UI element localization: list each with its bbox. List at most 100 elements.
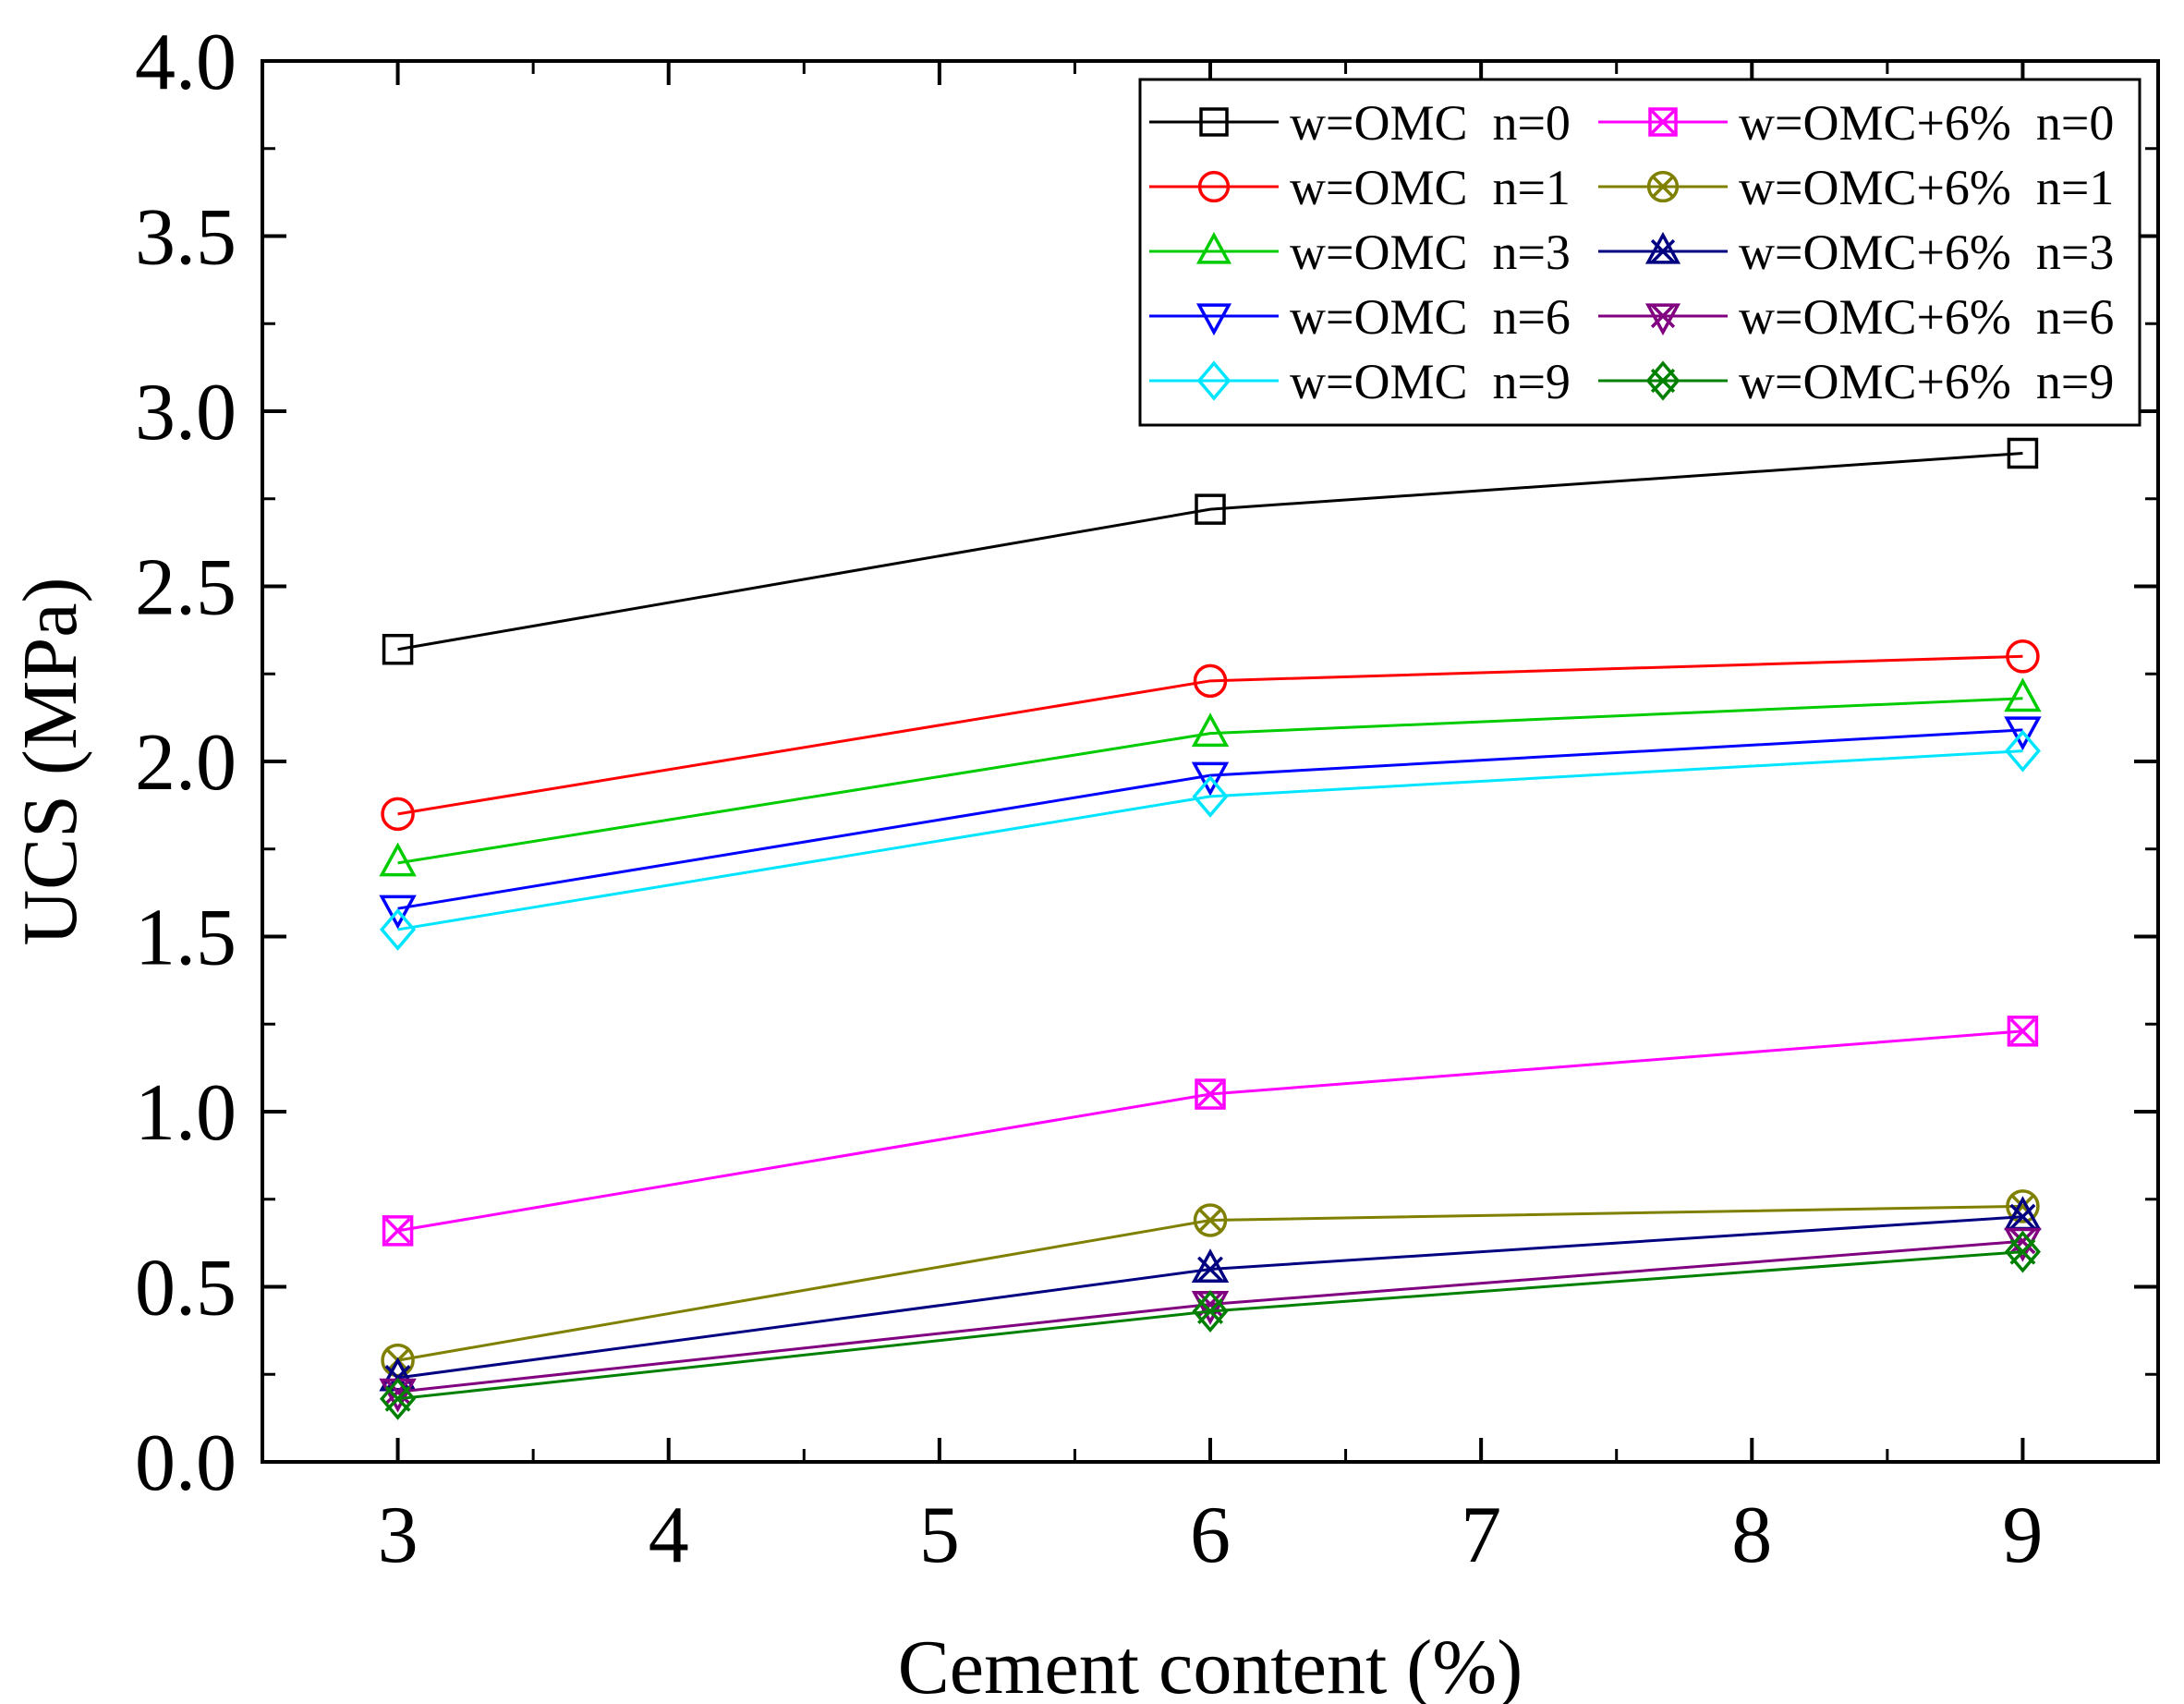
legend-item: w=OMC+6% n=9 [1598,354,2114,409]
marker-circle-x [1193,1203,1228,1237]
data-point [382,633,414,665]
marker-shape [380,1377,417,1420]
legend-item: w=OMC+6% n=6 [1598,289,2114,345]
legend-label: w=OMC+6% n=1 [1739,160,2114,215]
marker-diamond-x [1645,360,1680,401]
marker-triangle-up-x [2004,1196,2042,1231]
marker-shape [2004,729,2041,773]
data-point [1191,761,1230,797]
data-point [2004,716,2042,751]
marker-shape [2006,1189,2040,1223]
data-point [379,895,417,930]
marker-cross [384,1385,411,1412]
axis-ticks: 3 4 5 6 7 8 9 0.0 0.5 1.0 1.5 2.0 2.5 3.0 3.5 4.0 [135,18,2158,1580]
marker-cross [1650,109,1676,135]
marker-triangle-up [379,842,417,877]
marker-shape [381,797,415,832]
legend-label: w=OMC+6% n=3 [1739,225,2114,280]
marker-cross [1650,174,1676,200]
marker-cross [1197,1081,1223,1108]
y-tick-label: 0.5 [135,1244,237,1333]
marker-square-x [1648,107,1678,137]
marker-shape [1646,170,1680,203]
data-point [2004,1196,2042,1231]
marker-shape [2004,1230,2041,1273]
x-tick-label: 8 [1731,1491,1772,1580]
marker-shape [2007,437,2039,469]
marker-square [2007,437,2039,469]
marker-diamond [1196,360,1232,401]
y-tick-label: 3.5 [135,193,237,283]
series-3 [379,716,2042,930]
x-tick-label: 7 [1461,1491,1501,1580]
marker-square [1195,493,1226,525]
marker-shape [379,842,417,877]
marker-cross [2009,1228,2036,1255]
data-point [2007,437,2039,469]
x-tick-label: 5 [919,1491,960,1580]
data-point [2006,639,2040,674]
marker-shape [1199,107,1229,137]
marker-square [382,633,414,665]
data-point [2004,729,2041,773]
legend-item: w=OMC n=1 [1149,160,1571,215]
series-1 [381,639,2040,832]
marker-triangle-up [1191,712,1230,748]
marker-diamond [2004,729,2041,773]
marker-shape [1191,761,1230,797]
marker-circle [1193,663,1228,699]
marker-triangle-down-x [1644,303,1681,336]
data-point [1195,1078,1226,1110]
legend-label: w=OMC n=3 [1290,225,1571,280]
series-line [397,1250,2023,1401]
series-line [397,1239,2023,1394]
marker-cross [2009,1017,2036,1044]
marker-circle-x [1646,170,1680,203]
series-layer [379,437,2042,1420]
y-tick-label: 0.0 [135,1418,237,1508]
legend-label: w=OMC n=6 [1290,289,1571,345]
x-tick-label: 9 [2002,1491,2043,1580]
marker-shape [2006,639,2040,674]
marker-shape [1197,170,1231,203]
marker-shape [1195,231,1232,264]
marker-circle [381,797,415,832]
marker-cross [1650,303,1676,329]
data-point [1192,1290,1229,1333]
marker-triangle-down [379,895,417,930]
marker-shape [380,907,417,951]
marker-diamond [380,907,417,951]
legend-item: w=OMC n=9 [1149,354,1571,409]
x-tick-label: 6 [1190,1491,1231,1580]
marker-square-x [1195,1078,1226,1110]
data-point [381,797,415,832]
data-point [1191,712,1230,748]
marker-shape [1195,493,1226,525]
y-tick-label: 1.5 [135,894,237,983]
marker-shape [1195,303,1232,336]
series-0 [382,437,2039,665]
marker-shape [1644,303,1681,336]
marker-shape [2004,716,2042,751]
legend-label: w=OMC+6% n=0 [1739,95,2114,151]
marker-square [1199,107,1229,137]
marker-shape [2004,677,2042,712]
data-point [2004,1230,2041,1273]
marker-shape [382,1215,414,1247]
y-tick-label: 3.0 [135,368,237,457]
marker-shape [1193,663,1228,699]
marker-circle [1197,170,1231,203]
marker-triangle-up-x [1191,1248,1230,1284]
marker-cross [1197,1298,1223,1325]
marker-triangle-up [2004,677,2042,712]
marker-square-x [382,1215,414,1247]
legend-item: w=OMC n=3 [1149,225,1571,280]
x-tick-label: 4 [649,1491,689,1580]
data-point [2004,677,2042,712]
legend-item: w=OMC+6% n=0 [1598,95,2114,151]
series-5 [382,1016,2039,1247]
marker-shape [1644,231,1681,264]
data-point [1193,663,1228,699]
marker-diamond [1192,774,1229,818]
